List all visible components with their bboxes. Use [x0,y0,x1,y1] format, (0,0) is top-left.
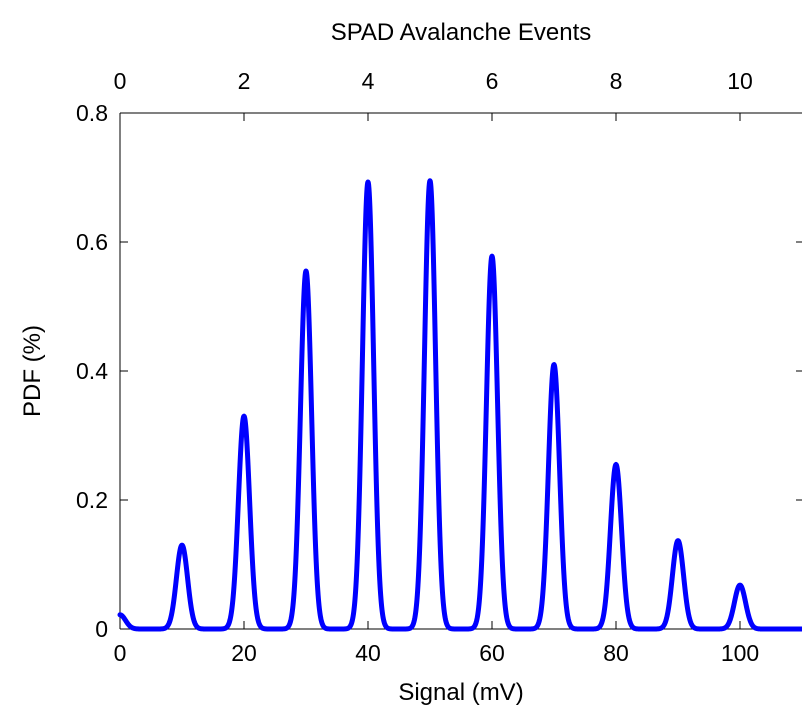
top-axis-title: SPAD Avalanche Events [331,19,592,46]
top-tick-label: 2 [238,68,251,94]
series-line-pdf [117,178,802,632]
x-tick-label: 40 [355,640,381,666]
x-tick-label: 100 [721,640,759,666]
y-tick-label: 0.4 [76,358,108,384]
x-axis-ticks: 0 20 40 60 80 100 [114,621,759,666]
x-axis-title: Signal (mV) [398,679,523,706]
top-tick-label: 8 [610,68,623,94]
top-tick-label: 4 [362,68,375,94]
plot-area [120,113,802,629]
x-tick-label: 0 [114,640,127,666]
top-tick-label: 6 [486,68,499,94]
y-tick-label: 0 [95,616,108,642]
x-tick-label: 60 [479,640,505,666]
y-tick-label: 0.2 [76,487,108,513]
y-axis-title: PDF (%) [19,325,46,417]
top-axis-ticks: 0 2 4 6 8 10 [114,68,753,121]
x-tick-label: 80 [603,640,629,666]
x-tick-label: 20 [231,640,257,666]
top-tick-label: 0 [114,68,127,94]
y-tick-label: 0.6 [76,229,108,255]
y-tick-label: 0.8 [76,100,108,126]
top-tick-label: 10 [727,68,753,94]
y-axis-ticks: 0 0.2 0.4 0.6 0.8 [76,100,802,642]
